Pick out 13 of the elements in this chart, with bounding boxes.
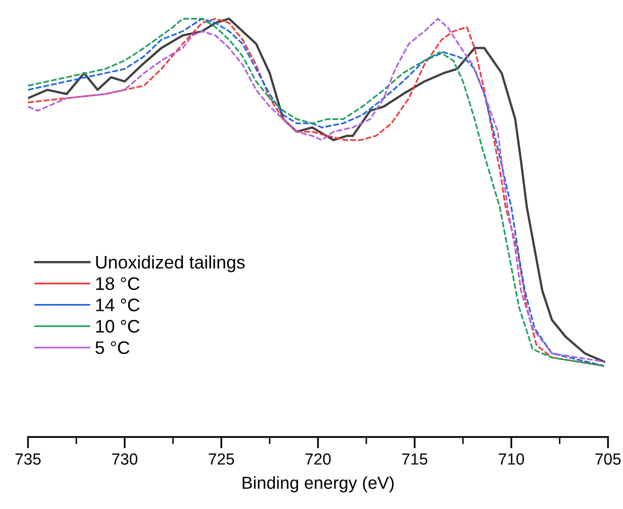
x-tick-label: 710: [498, 453, 524, 465]
legend-label: 5 °C: [96, 341, 130, 354]
x-tick-label: 720: [305, 453, 331, 465]
legend-label: 10 °C: [96, 320, 140, 333]
x-tick-label: 705: [595, 453, 621, 465]
x-tick-label: 735: [15, 453, 41, 465]
x-axis-title: Binding energy (eV): [242, 476, 394, 492]
x-tick-label: 730: [112, 453, 138, 465]
x-tick-label: 715: [402, 454, 428, 465]
legend-label: Unoxidized tailings: [96, 255, 245, 272]
legend-label: 18 °C: [96, 277, 140, 290]
legend-label: 14 °C: [96, 298, 140, 312]
x-tick-label: 725: [208, 453, 234, 465]
